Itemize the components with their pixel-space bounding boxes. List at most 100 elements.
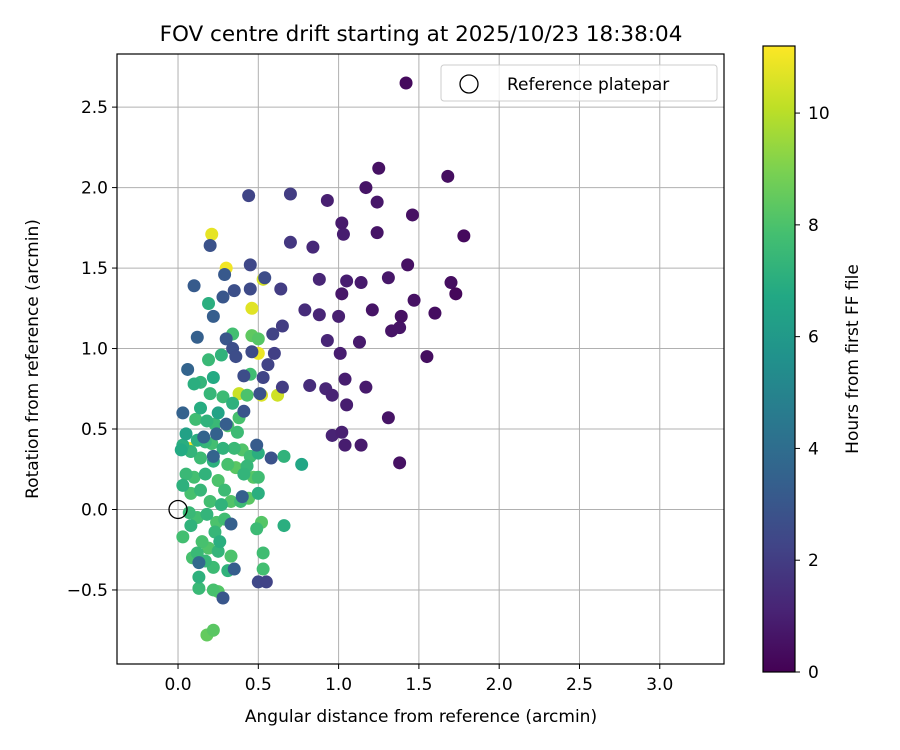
data-point [420, 350, 434, 364]
data-point [245, 345, 259, 359]
data-point [197, 430, 211, 444]
data-point [320, 193, 334, 207]
data-point [370, 195, 384, 209]
data-point [381, 411, 395, 425]
data-point [335, 216, 349, 230]
data-point [365, 303, 379, 317]
x-tick-label: 0.5 [245, 675, 272, 695]
data-point [229, 350, 243, 364]
y-axis-label: Rotation from reference (arcmin) [23, 219, 43, 499]
data-point [187, 279, 201, 293]
colorbar-tick-label: 2 [808, 551, 819, 571]
x-axis-ticks: 0.0 0.5 1.0 1.5 2.0 2.5 3.0 [164, 664, 673, 695]
data-point [194, 483, 208, 497]
y-tick-label: 0.5 [81, 420, 108, 440]
data-point [335, 287, 349, 301]
data-point [253, 387, 267, 401]
data-point [181, 362, 195, 376]
data-point [335, 425, 349, 439]
data-point [277, 449, 291, 463]
data-point [259, 575, 273, 589]
data-point [219, 417, 233, 431]
data-point [393, 456, 407, 470]
grid-lines [117, 54, 724, 664]
data-point [184, 519, 198, 533]
data-point [393, 321, 407, 335]
data-point [237, 369, 251, 383]
data-point [214, 498, 228, 512]
data-point [203, 387, 217, 401]
plot-frame [116, 53, 725, 665]
data-point [227, 562, 241, 576]
data-point [303, 379, 317, 393]
data-point [230, 425, 244, 439]
data-point [258, 271, 272, 285]
data-point [218, 268, 232, 282]
data-point [206, 623, 220, 637]
data-point [208, 525, 222, 539]
data-point [449, 287, 463, 301]
data-point [182, 506, 196, 520]
data-point [359, 380, 373, 394]
data-point [394, 309, 408, 323]
y-axis-ticks: −0.5 0.0 0.5 1.0 1.5 2.0 2.5 [67, 98, 117, 601]
legend-open-circle-icon [459, 74, 479, 94]
data-point [275, 319, 289, 333]
data-point [176, 530, 190, 544]
data-point [240, 388, 254, 402]
data-point [189, 412, 203, 426]
data-point [256, 371, 270, 385]
data-point [206, 309, 220, 323]
data-point [256, 546, 270, 560]
data-point [206, 371, 220, 385]
data-point [298, 303, 312, 317]
data-point [176, 406, 190, 420]
data-point [219, 332, 233, 346]
data-point [354, 276, 368, 290]
data-point [179, 467, 193, 481]
data-point [192, 581, 206, 595]
data-point [352, 335, 366, 349]
data-point [202, 353, 216, 367]
data-point [226, 396, 240, 410]
colorbar-tick-label: 0 [808, 663, 819, 683]
colorbar-label: Hours from first FF file [843, 264, 863, 454]
data-point [200, 507, 214, 521]
data-point [266, 327, 280, 341]
data-point [210, 427, 224, 441]
data-point [283, 235, 297, 249]
data-point [205, 227, 219, 241]
data-point [401, 258, 415, 272]
data-point [194, 451, 208, 465]
data-point [211, 406, 225, 420]
data-point [354, 438, 368, 452]
data-points [174, 76, 471, 642]
data-point [195, 535, 209, 549]
colorbar-tick-label: 6 [808, 328, 819, 348]
data-point [216, 441, 230, 455]
data-point [227, 441, 241, 455]
data-point [250, 438, 264, 452]
data-point [359, 181, 373, 195]
data-point [243, 282, 257, 296]
y-tick-label: 2.5 [81, 98, 108, 118]
data-point [216, 591, 230, 605]
data-point [227, 284, 241, 298]
data-point [187, 377, 201, 391]
colorbar-tick-label: 8 [808, 216, 819, 236]
data-point [405, 208, 419, 222]
colorbar-tick-label: 10 [808, 104, 830, 124]
data-point [216, 390, 230, 404]
data-point [372, 161, 386, 175]
data-point [256, 562, 270, 576]
data-point [192, 570, 206, 584]
data-point [237, 404, 251, 418]
x-tick-label: 2.0 [486, 675, 513, 695]
y-tick-label: 2.0 [81, 179, 108, 199]
data-point [250, 522, 264, 536]
data-point [206, 583, 220, 597]
data-point [444, 276, 458, 290]
x-tick-label: 1.0 [325, 675, 352, 695]
data-point [370, 226, 384, 240]
